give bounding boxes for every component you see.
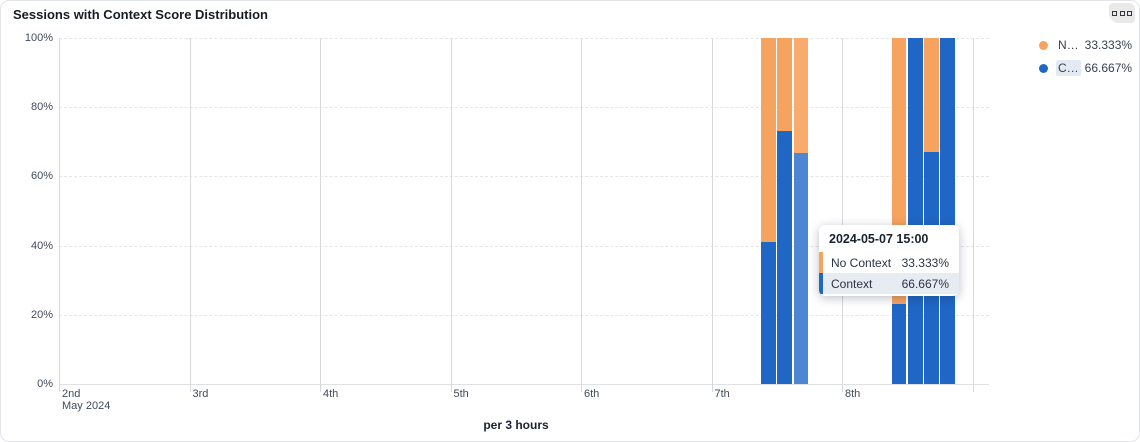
x-gridline — [320, 38, 321, 392]
legend-item-context[interactable]: C… 66.667% — [1039, 59, 1132, 77]
panel-options-button[interactable] — [1109, 3, 1135, 23]
bar-segment-context — [761, 242, 776, 384]
x-tick-label: 8th — [845, 388, 861, 400]
y-tick-label: 40% — [30, 239, 53, 252]
y-gridline — [59, 38, 989, 39]
y-gridline — [59, 384, 989, 385]
x-gridline — [189, 38, 191, 392]
legend-label: N… — [1058, 38, 1079, 52]
bar-2024-05-08-18-00[interactable] — [940, 38, 956, 384]
tooltip-row: Context 66.667% — [819, 273, 959, 294]
legend-dot — [1039, 40, 1048, 50]
x-gridline — [450, 38, 452, 392]
bar-segment-context — [907, 38, 923, 384]
y-gridline — [59, 314, 989, 316]
tooltip-series-color — [819, 252, 823, 273]
legend-dot — [1039, 63, 1048, 73]
bar-2024-05-07-09-00[interactable] — [761, 38, 776, 384]
x-gridline — [581, 38, 582, 392]
bar-segment-no-context — [793, 38, 809, 154]
x-gridline — [842, 38, 843, 392]
y-tick-label: 80% — [30, 101, 53, 114]
bar-segment-no-context — [924, 38, 939, 153]
tooltip: 2024-05-07 15:00 No Context 33.333% Contex… — [819, 225, 959, 296]
bar-2024-05-07-12-00[interactable] — [777, 38, 793, 384]
grid-menu-icon — [1112, 10, 1132, 16]
tooltip-series-value: 66.667% — [901, 276, 949, 291]
x-gridline — [59, 38, 60, 392]
tooltip-series-color — [819, 273, 823, 294]
x-tick-label: 7th — [714, 388, 730, 400]
x-tick-label: 4th — [323, 388, 339, 400]
x-tick-label: 5th — [453, 388, 469, 400]
y-tick-label: 100% — [24, 32, 53, 44]
bar-segment-no-context — [761, 38, 776, 243]
legend: N… 33.333% C… 66.667% — [1039, 36, 1132, 82]
legend-value: 33.333% — [1084, 38, 1133, 52]
bar-segment-context — [891, 304, 907, 384]
y-tick-label: 60% — [30, 170, 53, 183]
bar-segment-context — [793, 153, 809, 384]
x-gridline — [711, 38, 713, 392]
tooltip-series-label: Context — [831, 276, 873, 291]
legend-label: C… — [1056, 60, 1081, 76]
x-tick-label: 3rd — [192, 388, 209, 400]
legend-value: 66.667% — [1084, 61, 1133, 75]
x-tick-label: 6th — [584, 388, 600, 400]
tooltip-series-label: No Context — [831, 255, 892, 270]
tooltip-header: 2024-05-07 15:00 — [829, 232, 929, 246]
y-gridline — [59, 107, 989, 109]
x-tick-label: 2nd — [62, 388, 81, 400]
tooltip-series-value: 33.333% — [901, 255, 949, 270]
bar-2024-05-08-12-00[interactable] — [907, 38, 923, 384]
y-gridline — [59, 245, 989, 247]
bar-2024-05-08-09-00[interactable] — [891, 38, 907, 384]
y-tick-label: 20% — [30, 308, 53, 321]
y-gridline — [59, 176, 989, 178]
bar-segment-context — [940, 38, 956, 384]
bar-segment-no-context — [777, 38, 793, 132]
bar-segment-context — [777, 131, 793, 384]
panel-title: Sessions with Context Score Distribution — [13, 7, 268, 22]
bar-2024-05-08-15-00[interactable] — [924, 38, 939, 384]
y-tick-label: 0% — [37, 378, 53, 390]
tooltip-row: No Context 33.333% — [819, 252, 959, 273]
bar-2024-05-07-15-00[interactable] — [793, 38, 809, 384]
legend-item-no-context[interactable]: N… 33.333% — [1039, 36, 1132, 54]
x-axis-month-label: May 2024 — [62, 400, 111, 412]
x-gridline — [972, 38, 974, 392]
x-axis-title: per 3 hours — [483, 418, 549, 432]
